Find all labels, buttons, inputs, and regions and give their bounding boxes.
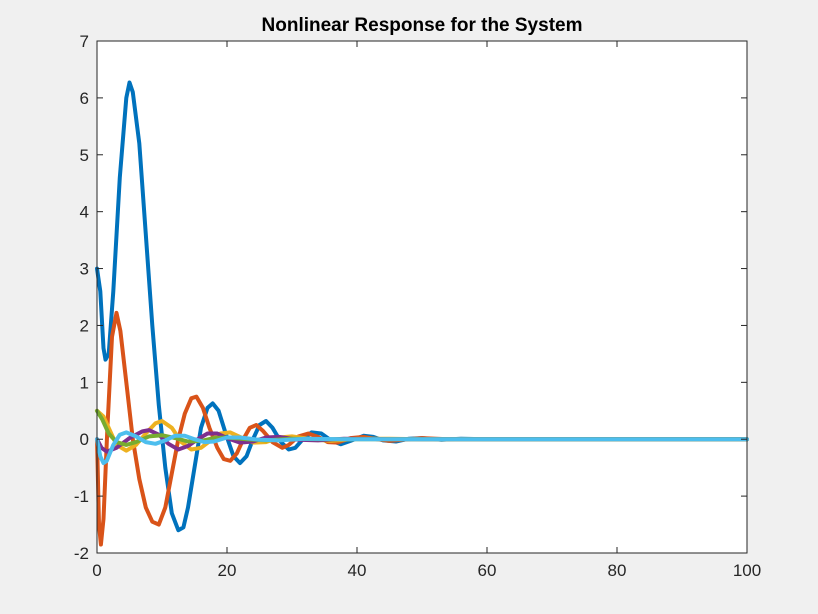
y-tick-label: 0 (80, 430, 89, 449)
x-tick-label: 0 (92, 561, 101, 580)
series-group (95, 80, 749, 547)
axis-ticks (96, 40, 748, 554)
series-line-6 (95, 430, 749, 466)
x-tick-label: 20 (218, 561, 237, 580)
axis-tick-labels: 0 20 40 60 80 100 -2 -1 0 1 2 3 4 5 6 7 (74, 32, 761, 580)
y-tick-label: 2 (80, 316, 89, 335)
y-tick-label: -2 (74, 544, 89, 563)
y-tick-label: 5 (80, 146, 89, 165)
plot-area (97, 41, 747, 553)
x-tick-label: 40 (348, 561, 367, 580)
y-tick-label: 4 (80, 203, 89, 222)
y-tick-label: -1 (74, 487, 89, 506)
x-tick-label: 80 (608, 561, 627, 580)
y-tick-label: 6 (80, 89, 89, 108)
x-tick-label: 60 (478, 561, 497, 580)
y-tick-label: 1 (80, 373, 89, 392)
y-tick-label: 7 (80, 32, 89, 51)
x-tick-label: 100 (733, 561, 761, 580)
y-tick-label: 3 (80, 260, 89, 279)
plot-frame (96, 40, 748, 554)
chart-title: Nonlinear Response for the System (262, 15, 583, 36)
